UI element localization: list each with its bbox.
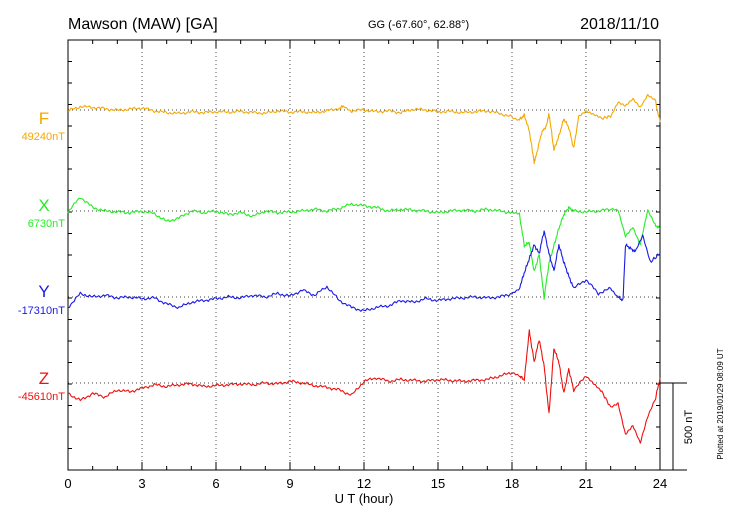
- scale-bar: 500 nT: [660, 382, 695, 471]
- series-labels: F 49240nT X 6730nT Y -17310nT Z -45610nT: [18, 109, 65, 403]
- x-tick-label: 18: [505, 476, 519, 491]
- x-tick-label: 21: [579, 476, 593, 491]
- x-tick-label: 12: [357, 476, 371, 491]
- series-baseline-label-Y: -17310nT: [18, 305, 65, 317]
- scale-bar-label: 500 nT: [683, 410, 695, 445]
- baselines: [68, 109, 660, 384]
- x-tick-label: 3: [138, 476, 145, 491]
- series-baseline-label-F: 49240nT: [22, 131, 66, 143]
- series-baseline-label-Z: -45610nT: [18, 391, 65, 403]
- series-line-Y: [68, 230, 661, 312]
- coords-label: GG (-67.60°, 62.88°): [368, 19, 469, 31]
- grid: [141, 40, 587, 470]
- ticks: [67, 40, 661, 470]
- series-line-X: [67, 197, 661, 300]
- x-tick-label: 0: [64, 476, 71, 491]
- station-title: Mawson (MAW) [GA]: [68, 16, 218, 33]
- x-tick-label: 24: [653, 476, 667, 491]
- x-tick-label: 9: [286, 476, 293, 491]
- series-name-Z: Z: [39, 369, 49, 388]
- x-axis-label: U T (hour): [335, 491, 394, 506]
- series-lines: [67, 93, 661, 444]
- plotted-note: Plotted at 2019/01/29 08:09 UT: [716, 348, 725, 459]
- series-name-X: X: [38, 196, 49, 215]
- series-line-F: [67, 93, 661, 165]
- series-name-Y: Y: [38, 282, 49, 301]
- date-label: 2018/11/10: [580, 16, 659, 33]
- x-tick-labels: 0 3 6 9 12 15 18 21 24: [64, 476, 667, 491]
- series-line-Z: [67, 329, 661, 444]
- x-tick-label: 15: [431, 476, 445, 491]
- series-name-F: F: [39, 109, 49, 128]
- series-baseline-label-X: 6730nT: [28, 218, 66, 230]
- x-tick-label: 6: [212, 476, 219, 491]
